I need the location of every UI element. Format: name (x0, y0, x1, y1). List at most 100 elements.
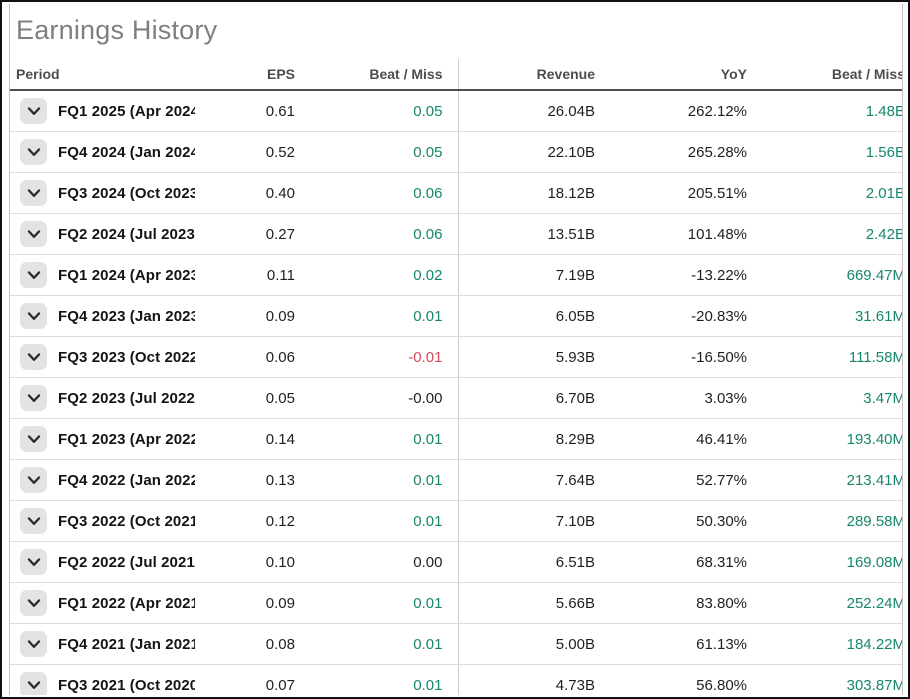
yoy-value: -20.83% (595, 295, 747, 337)
period-label: FQ3 2021 (Oct 2020) (58, 676, 195, 694)
revenue-beat-miss-value: 289.58M (747, 500, 902, 542)
expand-row-button[interactable] (20, 303, 47, 329)
eps-value: 0.08 (195, 623, 295, 665)
eps-value: 0.06 (195, 336, 295, 378)
period-label: FQ3 2024 (Oct 2023) (58, 184, 195, 202)
col-header-revenue-beat-miss: Beat / Miss (747, 59, 902, 91)
expand-row-button[interactable] (20, 631, 47, 657)
revenue-value: 13.51B (457, 213, 595, 255)
revenue-value: 26.04B (457, 90, 595, 132)
revenue-beat-miss-value: 31.61M (747, 295, 902, 337)
revenue-value: 7.64B (457, 459, 595, 501)
col-header-eps: EPS (195, 59, 295, 91)
revenue-value: 22.10B (457, 131, 595, 173)
expand-row-button[interactable] (20, 180, 47, 206)
period-label: FQ4 2023 (Jan 2023) (58, 307, 195, 325)
col-header-period: Period (10, 59, 195, 91)
eps-beat-miss-value: 0.01 (295, 459, 458, 501)
revenue-beat-miss-value: 213.41M (747, 459, 902, 501)
eps-value: 0.09 (195, 295, 295, 337)
revenue-value: 4.73B (457, 664, 595, 695)
chevron-down-icon (27, 229, 40, 238)
expand-row-button[interactable] (20, 672, 47, 695)
chevron-down-icon (27, 516, 40, 525)
period-label: FQ1 2023 (Apr 2022) (58, 430, 195, 448)
expand-row-button[interactable] (20, 385, 47, 411)
revenue-beat-miss-value: 669.47M (747, 254, 902, 296)
revenue-beat-miss-value: 3.47M (747, 377, 902, 419)
eps-value: 0.40 (195, 172, 295, 214)
expand-row-button[interactable] (20, 262, 47, 288)
earnings-row: FQ3 2023 (Oct 2022) 0.06 -0.01 5.93B -16… (10, 336, 902, 378)
revenue-value: 6.05B (457, 295, 595, 337)
earnings-row: FQ1 2025 (Apr 2024) 0.61 0.05 26.04B 262… (10, 90, 902, 132)
eps-value: 0.11 (195, 254, 295, 296)
earnings-row: FQ3 2024 (Oct 2023) 0.40 0.06 18.12B 205… (10, 172, 902, 214)
expand-row-button[interactable] (20, 221, 47, 247)
expand-row-button[interactable] (20, 590, 47, 616)
eps-beat-miss-value: 0.06 (295, 172, 458, 214)
eps-beat-miss-value: 0.02 (295, 254, 458, 296)
expand-row-button[interactable] (20, 98, 47, 124)
chevron-down-icon (27, 680, 40, 689)
revenue-beat-miss-value: 2.01B (747, 172, 902, 214)
period-label: FQ4 2024 (Jan 2024) (58, 143, 195, 161)
earnings-row: FQ4 2021 (Jan 2021) 0.08 0.01 5.00B 61.1… (10, 623, 902, 665)
earnings-row: FQ3 2022 (Oct 2021) 0.12 0.01 7.10B 50.3… (10, 500, 902, 542)
eps-beat-miss-value: 0.01 (295, 500, 458, 542)
earnings-row: FQ4 2023 (Jan 2023) 0.09 0.01 6.05B -20.… (10, 295, 902, 337)
chevron-down-icon (27, 106, 40, 115)
eps-beat-miss-value: 0.00 (295, 541, 458, 583)
earnings-row: FQ1 2023 (Apr 2022) 0.14 0.01 8.29B 46.4… (10, 418, 902, 460)
revenue-value: 5.93B (457, 336, 595, 378)
period-label: FQ3 2023 (Oct 2022) (58, 348, 195, 366)
chevron-down-icon (27, 434, 40, 443)
revenue-beat-miss-value: 303.87M (747, 664, 902, 695)
chevron-down-icon (27, 557, 40, 566)
expand-row-button[interactable] (20, 508, 47, 534)
eps-beat-miss-value: 0.01 (295, 623, 458, 665)
eps-value: 0.10 (195, 541, 295, 583)
chevron-down-icon (27, 188, 40, 197)
expand-row-button[interactable] (20, 139, 47, 165)
chevron-down-icon (27, 475, 40, 484)
col-header-yoy: YoY (595, 59, 747, 91)
period-label: FQ2 2024 (Jul 2023) (58, 225, 195, 243)
earnings-history-table: Period EPS Beat / Miss Revenue YoY Beat … (10, 59, 902, 695)
period-label: FQ2 2023 (Jul 2022) (58, 389, 195, 407)
period-label: FQ1 2022 (Apr 2021) (58, 594, 195, 612)
eps-value: 0.09 (195, 582, 295, 624)
col-header-eps-beat-miss: Beat / Miss (295, 59, 458, 91)
revenue-value: 5.00B (457, 623, 595, 665)
earnings-row: FQ1 2024 (Apr 2023) 0.11 0.02 7.19B -13.… (10, 254, 902, 296)
yoy-value: 101.48% (595, 213, 747, 255)
expand-row-button[interactable] (20, 426, 47, 452)
yoy-value: 205.51% (595, 172, 747, 214)
yoy-value: 83.80% (595, 582, 747, 624)
yoy-value: 46.41% (595, 418, 747, 460)
yoy-value: 68.31% (595, 541, 747, 583)
earnings-row: FQ2 2023 (Jul 2022) 0.05 -0.00 6.70B 3.0… (10, 377, 902, 419)
revenue-beat-miss-value: 2.42B (747, 213, 902, 255)
eps-value: 0.61 (195, 90, 295, 132)
expand-row-button[interactable] (20, 344, 47, 370)
period-label: FQ1 2024 (Apr 2023) (58, 266, 195, 284)
earnings-row: FQ2 2022 (Jul 2021) 0.10 0.00 6.51B 68.3… (10, 541, 902, 583)
revenue-value: 5.66B (457, 582, 595, 624)
page-title: Earnings History (16, 15, 218, 45)
revenue-beat-miss-value: 169.08M (747, 541, 902, 583)
period-label: FQ1 2025 (Apr 2024) (58, 102, 195, 120)
eps-value: 0.07 (195, 664, 295, 695)
expand-row-button[interactable] (20, 549, 47, 575)
eps-beat-miss-value: 0.05 (295, 90, 458, 132)
expand-row-button[interactable] (20, 467, 47, 493)
eps-beat-miss-value: -0.00 (295, 377, 458, 419)
yoy-value: 56.80% (595, 664, 747, 695)
eps-beat-miss-value: 0.01 (295, 582, 458, 624)
revenue-value: 6.51B (457, 541, 595, 583)
yoy-value: -16.50% (595, 336, 747, 378)
revenue-value: 18.12B (457, 172, 595, 214)
eps-beat-miss-value: 0.01 (295, 664, 458, 695)
revenue-value: 8.29B (457, 418, 595, 460)
earnings-row: FQ4 2024 (Jan 2024) 0.52 0.05 22.10B 265… (10, 131, 902, 173)
